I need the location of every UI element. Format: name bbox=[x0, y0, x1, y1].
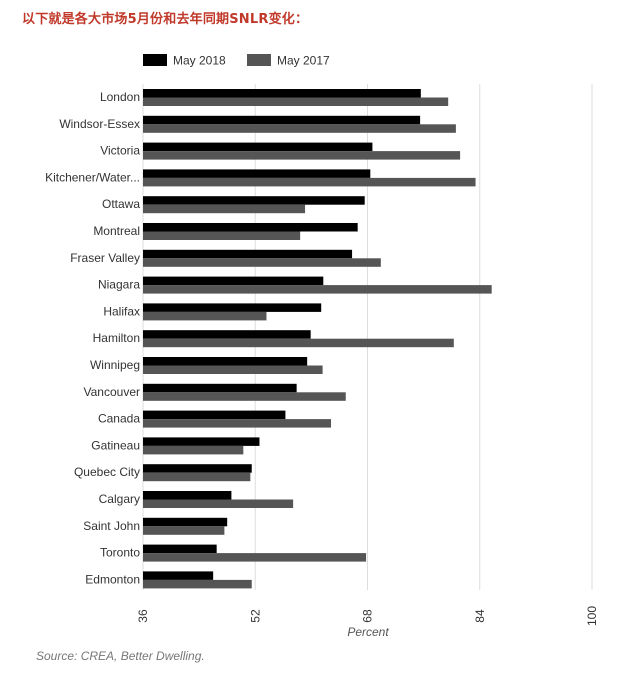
bar-may-2018 bbox=[143, 571, 214, 580]
bar-may-2017 bbox=[143, 579, 252, 589]
category-label: Kitchener/Water... bbox=[45, 170, 140, 184]
category-label: Halifax bbox=[103, 304, 140, 318]
bar-may-2017 bbox=[143, 526, 225, 535]
category-label: Victoria bbox=[100, 144, 140, 158]
bar-may-2018 bbox=[143, 142, 373, 152]
legend-label: May 2018 bbox=[173, 54, 226, 68]
category-label: London bbox=[100, 90, 140, 104]
bars bbox=[143, 89, 492, 589]
bar-may-2018 bbox=[143, 223, 358, 232]
page-heading: 以下就是各大市场5月份和去年同期SNLR变化： bbox=[22, 12, 309, 27]
legend-label: May 2017 bbox=[277, 54, 330, 68]
category-label: Quebec City bbox=[74, 465, 140, 479]
bar-may-2017 bbox=[143, 338, 454, 348]
bar-may-2017 bbox=[143, 204, 306, 214]
bar-may-2017 bbox=[143, 499, 294, 508]
x-tick-label: 36 bbox=[136, 609, 150, 623]
bar-may-2018 bbox=[143, 330, 311, 339]
category-label: Saint John bbox=[83, 519, 140, 533]
bar-may-2017 bbox=[143, 445, 244, 455]
bar-may-2017 bbox=[143, 285, 492, 294]
bar-may-2018 bbox=[143, 249, 353, 259]
bar-may-2017 bbox=[143, 472, 251, 482]
legend: May 2018 May 2017 bbox=[143, 54, 330, 68]
bar-may-2017 bbox=[143, 553, 367, 562]
bar-may-2017 bbox=[143, 97, 449, 106]
bar-may-2018 bbox=[143, 357, 308, 366]
category-label: Canada bbox=[98, 412, 140, 426]
bar-may-2018 bbox=[143, 517, 228, 527]
legend-swatch bbox=[247, 54, 271, 66]
bar-may-2018 bbox=[143, 544, 217, 554]
x-axis-title: Percent bbox=[347, 625, 389, 639]
category-label: Hamilton bbox=[93, 331, 140, 345]
category-label: Montreal bbox=[93, 224, 140, 238]
category-label: Fraser Valley bbox=[70, 251, 140, 265]
bar-may-2017 bbox=[143, 151, 461, 160]
bar-may-2018 bbox=[143, 491, 232, 500]
bar-may-2018 bbox=[143, 383, 297, 393]
x-tick-label: 84 bbox=[473, 609, 487, 623]
x-tick-label: 68 bbox=[361, 609, 375, 623]
bar-may-2018 bbox=[143, 276, 324, 286]
category-label: Windsor-Essex bbox=[59, 117, 140, 131]
x-tick-label: 100 bbox=[585, 606, 599, 626]
bar-may-2017 bbox=[143, 258, 381, 267]
bar-may-2018 bbox=[143, 464, 252, 473]
bar-may-2017 bbox=[143, 231, 301, 240]
source-note: Source: CREA, Better Dwelling. bbox=[36, 649, 205, 663]
category-label: Ottawa bbox=[102, 197, 140, 211]
category-label: Calgary bbox=[99, 492, 140, 506]
bar-may-2017 bbox=[143, 365, 323, 374]
bar-may-2017 bbox=[143, 392, 346, 401]
bar-may-2018 bbox=[143, 303, 322, 312]
bar-may-2018 bbox=[143, 410, 286, 420]
bar-may-2017 bbox=[143, 177, 476, 187]
bar-may-2018 bbox=[143, 115, 421, 125]
category-label: Toronto bbox=[100, 546, 140, 560]
bar-may-2017 bbox=[143, 124, 456, 133]
legend-swatch bbox=[143, 54, 167, 66]
bar-may-2018 bbox=[143, 169, 371, 178]
category-label: Niagara bbox=[98, 278, 140, 292]
bar-may-2017 bbox=[143, 419, 332, 428]
category-label: Edmonton bbox=[85, 572, 140, 586]
bar-may-2017 bbox=[143, 311, 267, 321]
bar-may-2018 bbox=[143, 437, 260, 446]
bar-may-2018 bbox=[143, 196, 365, 205]
category-labels: London Windsor-Essex Victoria Kitchener/Wat… bbox=[45, 90, 140, 586]
x-tick-label: 52 bbox=[248, 609, 262, 623]
category-label: Winnipeg bbox=[90, 358, 140, 372]
x-tick-labels: 36 52 68 84 100 bbox=[136, 606, 599, 626]
category-label: Gatineau bbox=[91, 438, 140, 452]
bar-may-2018 bbox=[143, 89, 421, 98]
category-label: Vancouver bbox=[84, 385, 140, 399]
